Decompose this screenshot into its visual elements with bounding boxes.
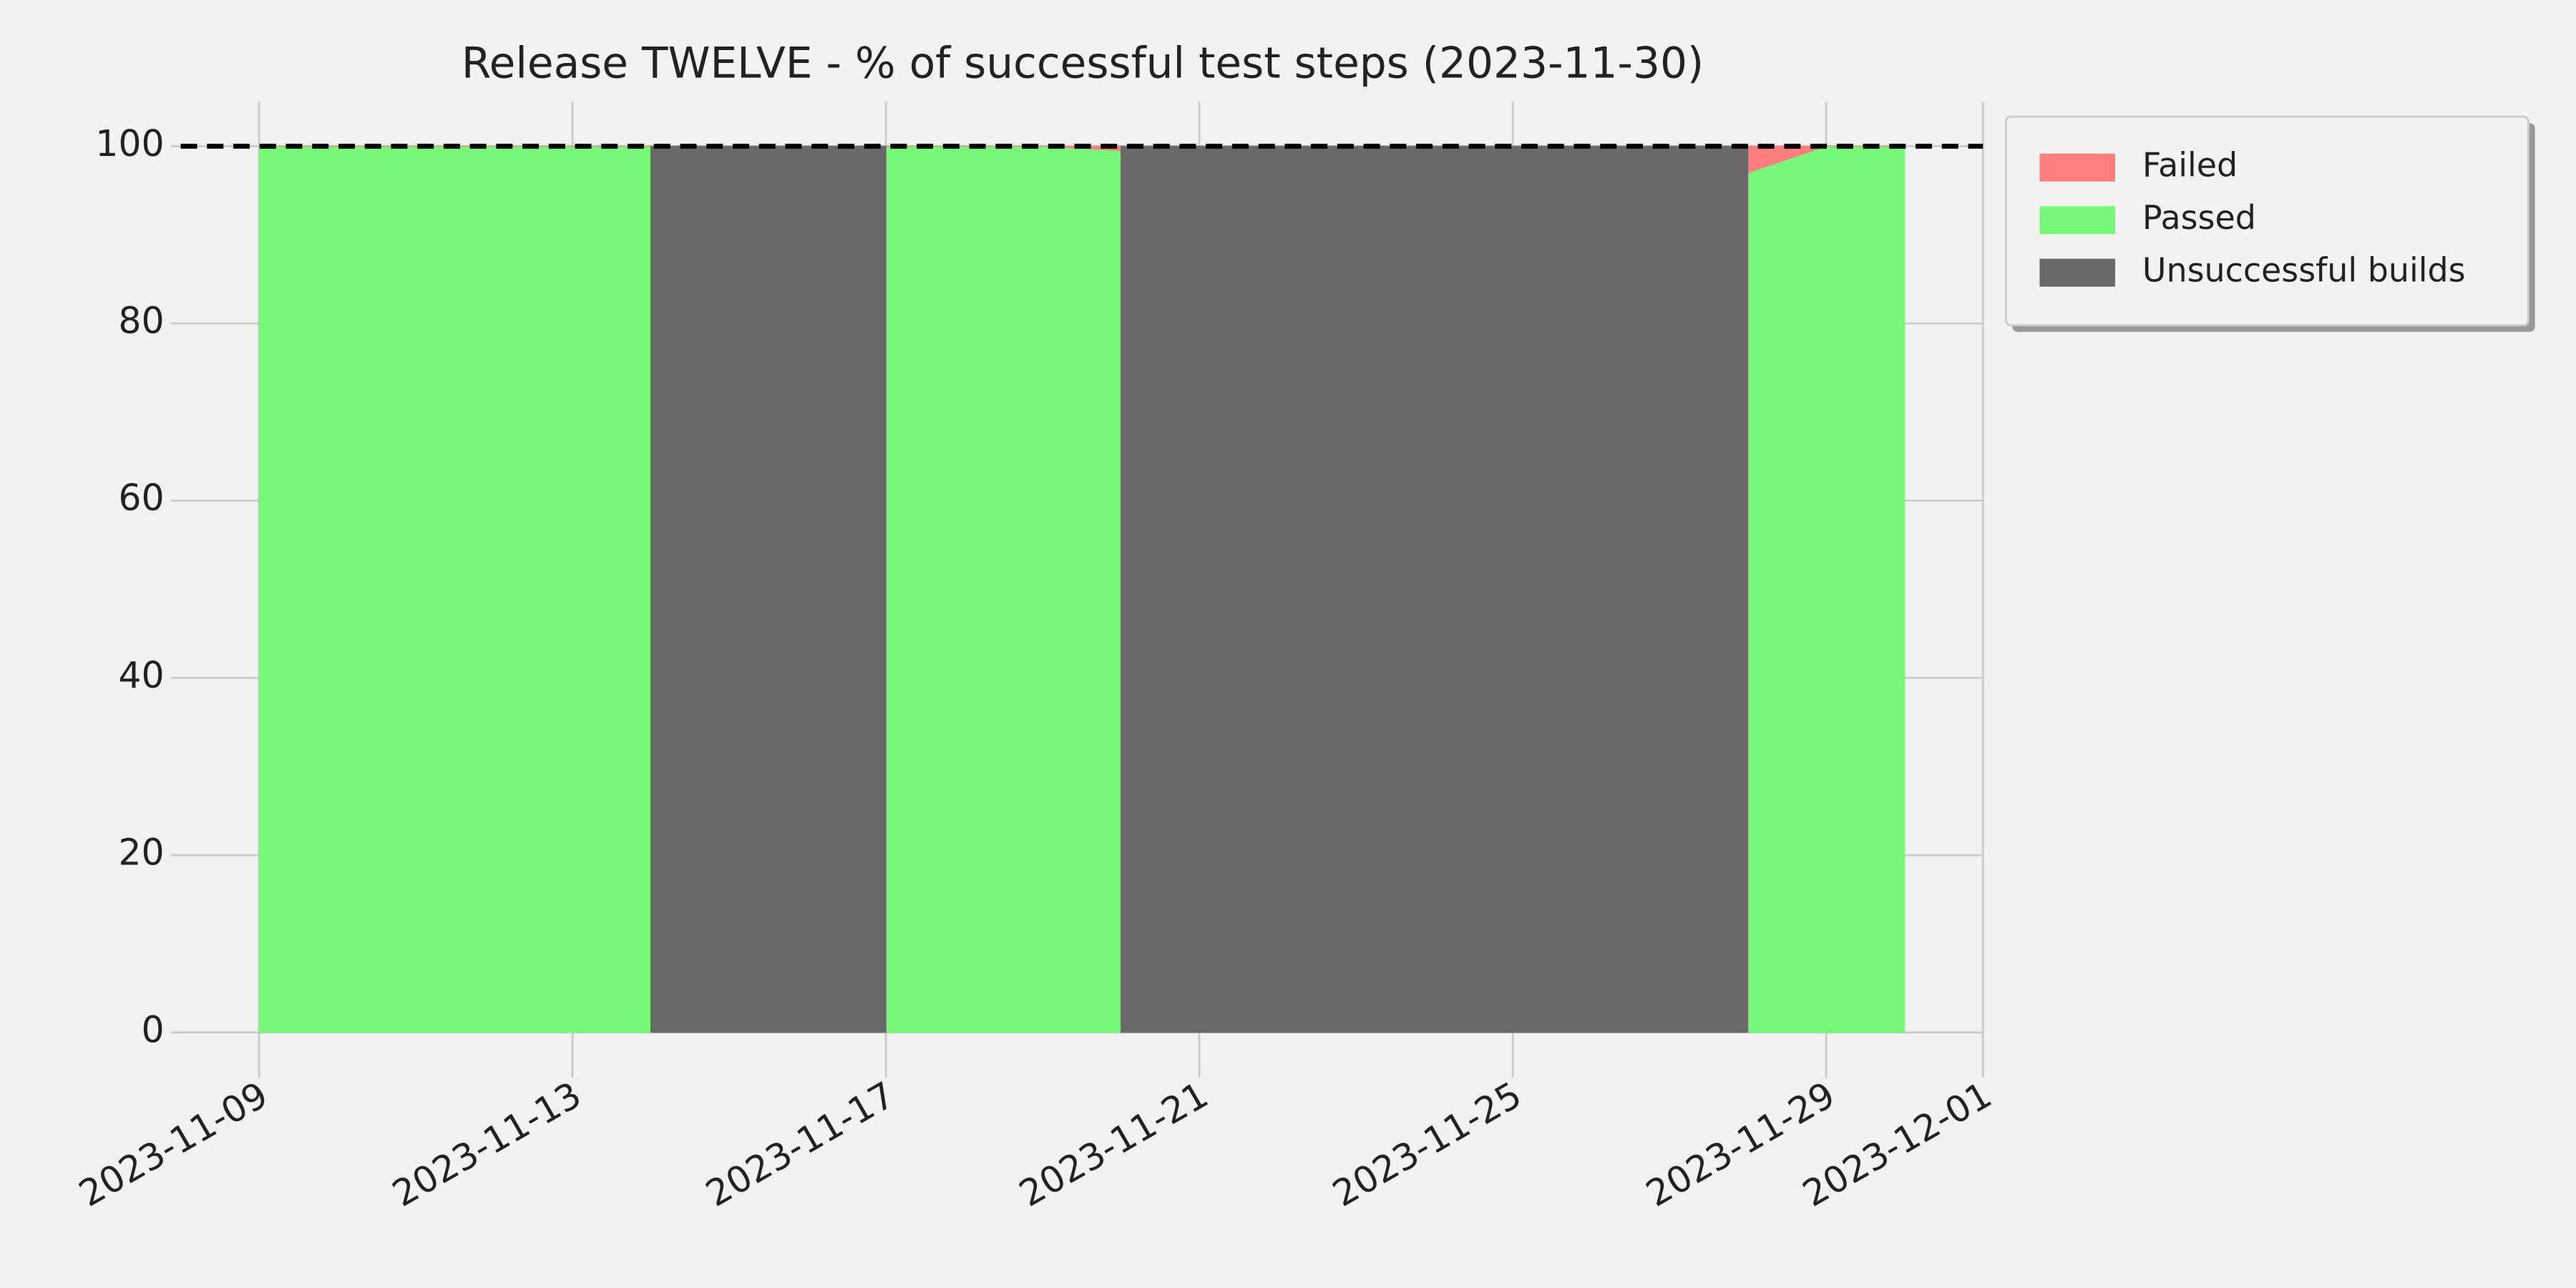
y-tick-label: 80: [118, 299, 164, 341]
area: [258, 145, 652, 1033]
y-tick-label: 40: [118, 654, 164, 696]
areas: [258, 145, 1906, 1033]
area: [885, 145, 1122, 1033]
y-tick-label: 0: [141, 1008, 164, 1050]
legend: Failed Passed Unsuccessful builds: [2004, 115, 2535, 332]
y-tick-label: 20: [118, 831, 164, 874]
legend-swatch: [2039, 258, 2115, 287]
area: [1747, 145, 1906, 1033]
area: [650, 145, 887, 1033]
legend-box: [2004, 115, 2529, 327]
legend-label: Unsuccessful builds: [2142, 251, 2466, 290]
chart-title: Release TWELVE - % of successful test st…: [462, 39, 1704, 88]
legend-swatch: [2039, 153, 2115, 182]
y-tick-label: 100: [95, 122, 164, 165]
area: [1121, 145, 1749, 1033]
legend-label: Failed: [2142, 146, 2238, 185]
legend-swatch: [2039, 206, 2115, 235]
y-tick-label: 60: [118, 477, 164, 519]
legend-label: Passed: [2142, 198, 2256, 237]
